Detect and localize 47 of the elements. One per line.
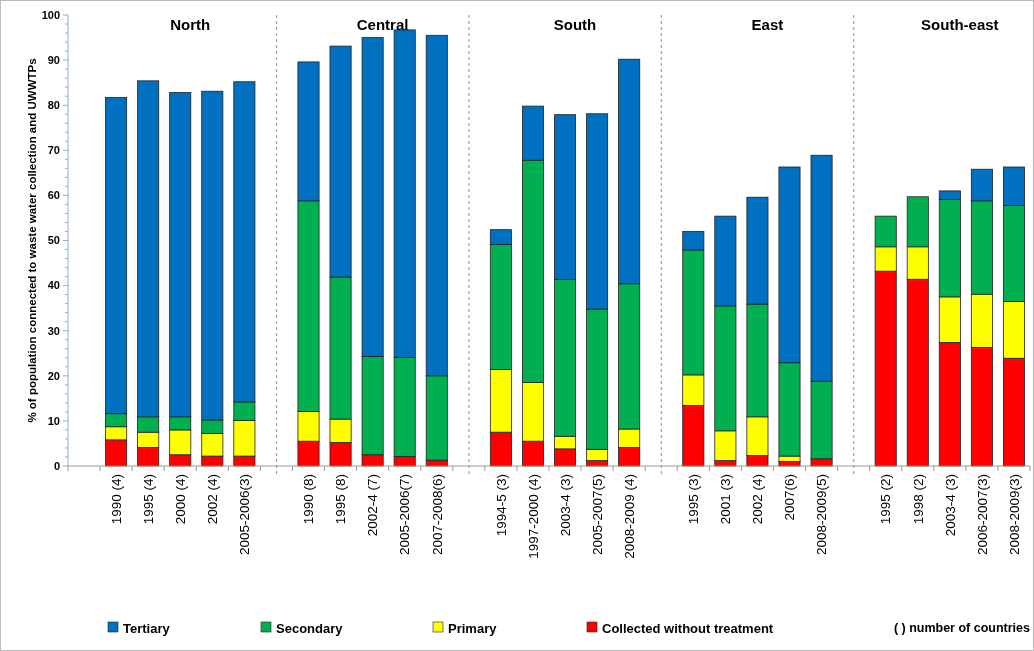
x-tick-label: 2002-4 (7) — [365, 474, 381, 537]
x-tick-label: 2003-4 (3) — [557, 474, 573, 537]
y-tick-label: 70 — [47, 144, 60, 157]
y-tick-label: 10 — [47, 414, 60, 427]
x-tick-label: 2005-2006(7) — [397, 474, 413, 556]
legend-label: Secondary — [276, 620, 344, 636]
x-tick-label: 2002 (4) — [750, 474, 766, 525]
x-tick-label: 2008-2009(5) — [814, 474, 830, 556]
x-tick-label: 2006-2007(3) — [974, 474, 990, 556]
x-tick-label: 2000 (4) — [172, 474, 188, 525]
y-tick-label: 50 — [47, 234, 60, 247]
annotation: South — [553, 16, 597, 33]
y-tick-label: 30 — [47, 324, 60, 337]
x-tick-label: 2003-4 (3) — [942, 474, 958, 537]
legend-label: Tertiary — [123, 620, 171, 636]
x-tick-label: 1995 (4) — [140, 474, 156, 525]
legend-label: Primary — [448, 620, 498, 636]
x-tick-label: 1994-5 (3) — [493, 474, 509, 537]
annotation: East — [751, 16, 784, 33]
x-tick-label: 1995 (2) — [878, 474, 894, 525]
y-axis-title: % of population connected to waste water collection and UWWTPs — [26, 58, 38, 423]
x-tick-label: 2007(6) — [782, 474, 798, 521]
x-tick-label: 2008-2009(3) — [1006, 474, 1022, 556]
x-tick-label: 2001 (3) — [718, 474, 734, 525]
y-tick-label: 90 — [47, 53, 60, 66]
x-tick-label: 2005-2007(5) — [589, 474, 605, 556]
y-tick-label: 60 — [47, 189, 60, 202]
text: ( ) number of countries — [893, 621, 1031, 636]
x-tick-label: 1990 (4) — [108, 474, 124, 525]
y-tick-label: 100 — [41, 8, 60, 21]
x-tick-label: 1998 (2) — [910, 474, 926, 525]
legend-label: Collected without treatment — [602, 620, 774, 636]
x-tick-label: 2005-2006(3) — [237, 474, 253, 556]
x-tick-label: 2008-2009 (4) — [621, 474, 637, 559]
x-tick-label: 2002 (4) — [205, 474, 221, 525]
y-tick-label: 40 — [47, 279, 60, 292]
x-tick-label: 1995 (3) — [686, 474, 702, 525]
x-tick-label: 1997-2000 (4) — [525, 474, 541, 559]
annotation: Central — [356, 16, 409, 33]
y-tick-label: 0 — [53, 459, 60, 472]
x-tick-label: 1990 (8) — [301, 474, 317, 525]
y-tick-label: 20 — [47, 369, 60, 382]
y-tick-label: 80 — [47, 99, 60, 112]
x-tick-label: 2007-2008(6) — [429, 474, 445, 556]
annotation: North — [170, 16, 211, 33]
annotation: South-east — [921, 16, 999, 33]
x-tick-label: 1995 (8) — [333, 474, 349, 525]
